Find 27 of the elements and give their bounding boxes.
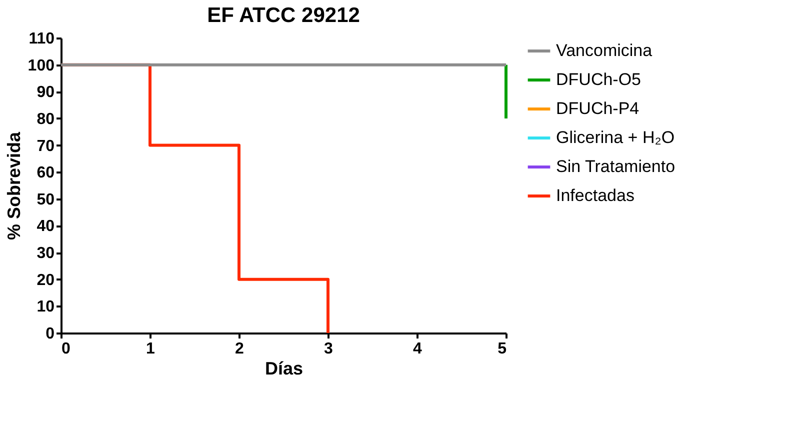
y-tick-label: 20 [36,272,55,289]
x-tick-label: 5 [498,340,507,358]
x-axis-title: Días [264,358,304,378]
y-tick-label: 0 [46,326,55,342]
legend-label: Vancomicina [556,41,653,60]
y-tick-label: 90 [36,84,55,102]
y-tick-label: 40 [36,218,55,236]
y-tick-label: 10 [36,298,55,316]
y-tick-label: 100 [28,57,55,74]
x-tick-label: 2 [235,340,244,358]
x-tick-label: 0 [62,340,70,358]
x-tick-label: 4 [413,340,422,358]
legend-label: Sin Tratamiento [556,157,676,176]
y-tick-label: 30 [36,245,55,262]
y-tick-label: 50 [36,191,55,208]
y-tick-label: 60 [36,164,55,182]
legend-label: Infectadas [556,186,634,205]
legend-label: Glicerina + H₂O [556,128,675,147]
legend-label: DFUCh-P4 [556,99,640,118]
y-tick-label: 110 [28,30,55,48]
y-axis-title: % Sobrevida [4,131,24,240]
legend-label: DFUCh-O5 [556,70,642,89]
x-tick-label: 1 [146,340,156,358]
chart-title: EF ATCC 29212 [207,4,360,27]
y-tick-label: 80 [36,110,55,128]
y-tick-label: 70 [36,138,55,155]
x-tick-label: 3 [324,340,334,358]
